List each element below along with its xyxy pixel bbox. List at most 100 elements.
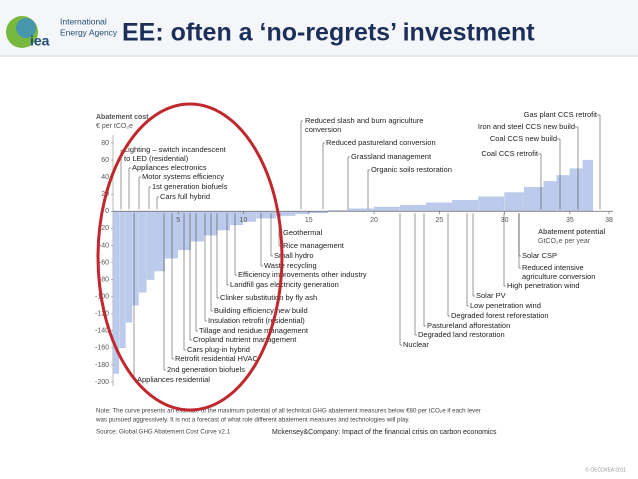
bar [569, 168, 583, 212]
slide-title: EE: often a ‘no-regrets’ investment [122, 19, 535, 47]
annotation: Building efficiency new build [214, 306, 308, 315]
annotation: conversion [305, 125, 341, 134]
note: Note: The curve presents an estimate of … [96, 408, 481, 415]
note: was pursued aggressively. It is not a fo… [95, 417, 410, 424]
annotation: High penetration wind [507, 281, 580, 290]
bar [217, 211, 231, 231]
citation: Mckensey&Company: Impact of the financia… [272, 429, 497, 436]
bar [478, 196, 505, 212]
bar [125, 211, 133, 323]
annotation: Insulation retrofit (residential) [208, 316, 305, 325]
annotation: Solar PV [476, 291, 506, 300]
annotation: Degraded forest reforestation [451, 311, 549, 320]
y-axis-title: Abatement cost [96, 114, 149, 121]
highlight-ellipse [96, 102, 284, 412]
annotation: Clinker substitution by fly ash [220, 293, 317, 302]
annotation: 2nd generation biofuels [167, 365, 245, 374]
bar [504, 192, 524, 212]
x-tick-label: 38 [605, 217, 613, 224]
bar [132, 211, 139, 306]
annotation: Pastureland afforestation [427, 321, 510, 330]
y-tick-label: 80 [101, 140, 109, 147]
annotation: 1st generation biofuels [152, 182, 228, 191]
bar [191, 211, 204, 242]
x-axis-unit: GtCO₂e per year [538, 238, 591, 245]
annotation: Iron and steel CCS new build [478, 122, 575, 131]
bar [426, 202, 452, 212]
annotation: Reduced pastureland conversion [326, 138, 436, 147]
bar [582, 159, 593, 212]
copyright: © OECD/IEA 2011 [585, 466, 626, 473]
source: Source: Global GHG Abatement Cost Curve … [96, 429, 231, 436]
annotation: Rice management [283, 241, 345, 250]
header-band [0, 0, 638, 56]
y-tick-label: 60 [101, 157, 109, 164]
bar [400, 205, 426, 212]
annotation: Cars full hybrid [160, 192, 210, 201]
annotation: Motor systems efficiency [142, 172, 224, 181]
y-tick-label: 0 [105, 208, 109, 215]
annotation: Low penetration wind [470, 301, 541, 310]
bar [119, 211, 126, 349]
x-tick-label: 20 [370, 217, 378, 224]
annotation: Waste recycling [264, 261, 317, 270]
annotation: Solar CSP [522, 251, 557, 260]
y-tick-label: -180 [95, 362, 109, 369]
x-tick-label: 10 [240, 217, 248, 224]
annotation: Geothermal [283, 228, 323, 237]
y-tick-label: -160 [95, 345, 109, 352]
y-tick-label: -80 [99, 276, 109, 283]
x-tick-label: 5 [176, 217, 180, 224]
annotation: Appliances electronics [132, 163, 207, 172]
annotation: Nuclear [403, 340, 429, 349]
logo-text: Energy Agency [60, 27, 118, 37]
bar [373, 206, 400, 212]
x-tick-label: 15 [305, 217, 313, 224]
annotation: Landfill gas electricity generation [230, 280, 339, 289]
y-tick-label: -120 [95, 311, 109, 318]
y-tick-label: -140 [95, 328, 109, 335]
annotation: Coal CCS retrofit [481, 149, 539, 158]
bar [556, 175, 570, 212]
annotation: Grassland management [351, 152, 432, 161]
bar [524, 187, 544, 212]
annotation: Cars plug-in hybrid [187, 345, 250, 354]
logo-text: International [60, 16, 107, 26]
annotation: Tillage and residue management [199, 326, 309, 335]
x-tick-label: 35 [566, 217, 574, 224]
bar [543, 181, 557, 212]
annotation: Cropland nutrient management [193, 335, 297, 344]
annotation: Lighting – switch incandescent [124, 145, 227, 154]
annotation: Retrofit residential HVAC [175, 354, 258, 363]
bar [146, 211, 155, 280]
y-axis-unit: € per tCO₂e [96, 123, 133, 130]
bar [256, 211, 276, 219]
logo-mark: iea [30, 33, 50, 49]
annotation: Degraded land restoration [418, 330, 505, 339]
annotation: Organic soils restoration [371, 165, 452, 174]
annotation: Reduced slash and burn agriculture [305, 116, 423, 125]
bar [154, 211, 165, 272]
bar [452, 200, 479, 212]
bar [138, 211, 147, 293]
y-tick-label: -40 [99, 242, 109, 249]
logo-circle-inner [16, 18, 36, 38]
annotation: agriculture conversion [522, 272, 595, 281]
y-tick-label: -200 [95, 379, 109, 386]
annotation: Coal CCS new build [490, 134, 557, 143]
x-tick-label: 30 [501, 217, 509, 224]
x-tick-label: 25 [435, 217, 443, 224]
annotation: Appliances residential [137, 375, 210, 384]
annotation: Small hydro [274, 251, 314, 260]
annotation: Reduced intensive [522, 263, 584, 272]
annotation: to LED (residential) [124, 154, 189, 163]
y-tick-label: -20 [99, 225, 109, 232]
annotation: Gas plant CCS retrofit [524, 110, 598, 119]
y-tick-label: -60 [99, 259, 109, 266]
x-axis-title: Abatement potential [538, 229, 605, 236]
bar [204, 211, 217, 236]
annotation: Efficiency improvements other industry [238, 270, 367, 279]
y-tick-label: 40 [101, 174, 109, 181]
